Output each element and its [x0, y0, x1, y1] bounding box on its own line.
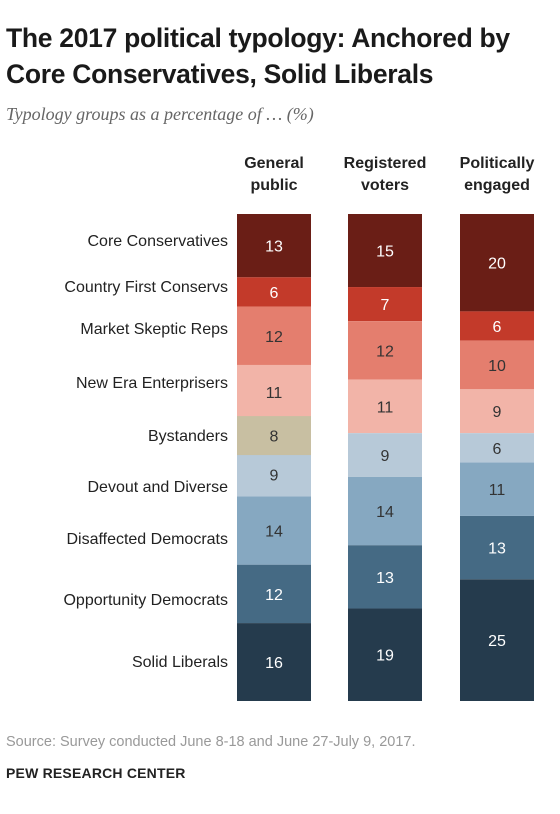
- group-label: Devout and Diverse: [87, 479, 228, 496]
- data-label: 9: [270, 468, 279, 485]
- bar-segment: [460, 214, 534, 312]
- bar-segment: [237, 416, 311, 456]
- column-header: General public: [244, 155, 304, 194]
- data-label: 14: [376, 504, 394, 521]
- bar-segment: [460, 515, 534, 580]
- data-label: 13: [265, 239, 283, 256]
- data-label: 6: [493, 441, 502, 458]
- bar-segment: [237, 214, 311, 278]
- bar-segment: [348, 608, 422, 701]
- data-label: 13: [376, 570, 394, 587]
- data-label: 19: [376, 648, 394, 665]
- data-label: 8: [270, 429, 279, 446]
- bar-segment: [460, 311, 534, 341]
- data-label: 6: [493, 319, 502, 336]
- bar-segment: [237, 277, 311, 307]
- column-header-line: public: [250, 177, 297, 194]
- group-label: Bystanders: [148, 428, 228, 445]
- column-header-line: Politically: [460, 155, 535, 172]
- bar-segment: [237, 306, 311, 365]
- column-header: Registered voters: [344, 155, 427, 194]
- data-label: 9: [381, 448, 390, 465]
- data-label: 12: [265, 587, 283, 604]
- bar-segment: [348, 476, 422, 546]
- bar-segment: [348, 287, 422, 322]
- bar-segment: [460, 433, 534, 463]
- group-label: Country First Conservs: [64, 279, 228, 296]
- bar-segment: [348, 545, 422, 609]
- bar-segment: [348, 379, 422, 434]
- group-label: New Era Enterprisers: [76, 375, 228, 392]
- column-header-line: General: [244, 155, 304, 172]
- organization-name: PEW RESEARCH CENTER: [6, 765, 186, 781]
- data-label: 11: [266, 385, 283, 402]
- group-label: Opportunity Democrats: [63, 592, 228, 609]
- data-label: 15: [376, 244, 394, 261]
- bar-segment: [460, 462, 534, 516]
- data-label: 7: [381, 297, 390, 314]
- data-label: 20: [488, 256, 506, 273]
- data-label: 11: [489, 482, 506, 499]
- data-label: 12: [376, 343, 394, 360]
- data-label: 10: [488, 358, 506, 375]
- bar-segment: [460, 340, 534, 390]
- bar-segment: [237, 364, 311, 419]
- data-label: 9: [493, 404, 502, 421]
- group-label: Solid Liberals: [132, 654, 228, 671]
- data-label: 12: [265, 329, 283, 346]
- column-header: Politically engaged: [460, 155, 535, 194]
- column-header-line: engaged: [464, 177, 530, 194]
- group-label: Market Skeptic Reps: [80, 321, 228, 338]
- data-label: 13: [488, 541, 506, 558]
- group-label: Core Conservatives: [88, 233, 229, 250]
- data-label: 16: [265, 655, 283, 672]
- group-label: Disaffected Democrats: [66, 531, 228, 548]
- bar-segment: [460, 579, 534, 701]
- data-label: 25: [488, 633, 506, 650]
- bar-segment: [237, 623, 311, 701]
- stacked-column-chart: General public Registered voters Politically…: [63, 155, 535, 701]
- bar-segment: [237, 452, 311, 497]
- bar-segment: [237, 496, 311, 565]
- bar-segment: [348, 214, 422, 288]
- chart-title: The 2017 political typology: Anchored by…: [6, 23, 510, 89]
- column-header-line: voters: [361, 177, 409, 194]
- bar-segment: [348, 321, 422, 380]
- bar-segment: [237, 564, 311, 624]
- chart-subtitle: Typology groups as a percentage of … (%): [6, 104, 314, 124]
- bar-segment: [348, 433, 422, 477]
- source-note: Source: Survey conducted June 8-18 and J…: [6, 734, 416, 750]
- bar-segment: [460, 389, 534, 434]
- data-label: 14: [265, 524, 283, 541]
- data-label: 6: [270, 285, 279, 302]
- data-label: 11: [377, 399, 394, 416]
- column-header-line: Registered: [344, 155, 427, 172]
